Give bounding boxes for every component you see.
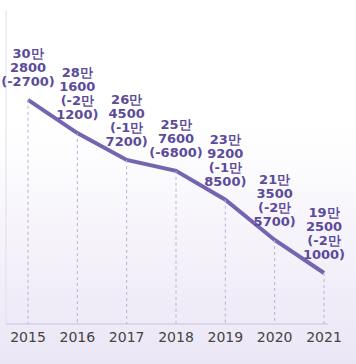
svg-text:2018: 2018 xyxy=(158,329,194,345)
svg-text:26만4500(-1만7200): 26만4500(-1만7200) xyxy=(106,92,148,149)
svg-text:30만2800(-2700): 30만2800(-2700) xyxy=(1,46,54,89)
svg-text:2016: 2016 xyxy=(60,329,96,345)
svg-text:21만3500(-2만5700): 21만3500(-2만5700) xyxy=(254,172,296,229)
svg-text:2019: 2019 xyxy=(208,329,244,345)
svg-text:23만9200(-1만8500): 23만9200(-1만8500) xyxy=(204,132,246,189)
svg-text:2020: 2020 xyxy=(257,329,293,345)
svg-text:19만2500(-2만1000): 19만2500(-2만1000) xyxy=(303,205,345,262)
svg-text:25만7600(-6800): 25만7600(-6800) xyxy=(149,117,202,160)
svg-text:28만1600(-2만1200): 28만1600(-2만1200) xyxy=(56,65,98,122)
svg-text:2021: 2021 xyxy=(306,329,342,345)
svg-text:2015: 2015 xyxy=(10,329,46,345)
svg-text:2017: 2017 xyxy=(109,329,145,345)
